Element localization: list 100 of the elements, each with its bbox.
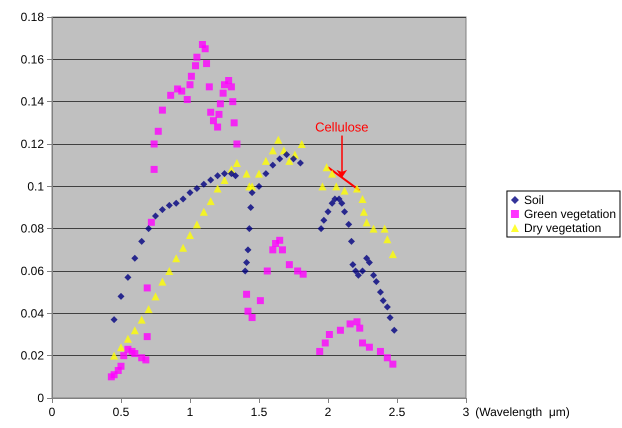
point <box>255 170 263 178</box>
point <box>274 136 282 144</box>
point <box>341 208 348 216</box>
point <box>262 170 270 178</box>
y-tick-label: 0.04 <box>20 306 44 320</box>
point <box>130 326 139 334</box>
point <box>256 182 262 190</box>
point <box>244 246 252 254</box>
point <box>248 189 256 196</box>
point <box>247 204 254 211</box>
point <box>232 172 240 180</box>
point <box>246 225 253 232</box>
point <box>193 184 200 192</box>
point <box>144 305 153 314</box>
point <box>138 238 146 245</box>
point <box>332 182 340 190</box>
x-tick-label: 1 <box>186 405 194 419</box>
point <box>354 272 362 279</box>
point <box>380 224 389 233</box>
x-tick-label: 1.5 <box>250 405 268 419</box>
point <box>296 160 304 167</box>
point <box>376 288 384 296</box>
y-tick-label: 0.12 <box>20 137 44 151</box>
point <box>207 176 214 184</box>
point <box>290 155 297 162</box>
y-tick-label: 0.02 <box>20 348 44 363</box>
point <box>349 261 356 268</box>
point <box>118 292 124 300</box>
point <box>200 180 208 188</box>
point <box>186 231 194 240</box>
annotation: Cellulose <box>315 120 369 135</box>
point <box>338 200 346 207</box>
point <box>324 208 332 216</box>
point <box>158 278 166 286</box>
point <box>336 196 343 203</box>
point <box>242 170 251 178</box>
point <box>145 225 152 232</box>
point <box>370 272 378 279</box>
point <box>214 184 222 192</box>
y-tick-label: 0 <box>37 391 44 405</box>
point <box>298 140 306 148</box>
point <box>221 170 228 178</box>
point <box>276 155 284 162</box>
point <box>370 224 378 233</box>
point <box>172 200 180 207</box>
point <box>285 156 294 165</box>
point <box>358 195 366 204</box>
point <box>322 163 331 172</box>
point <box>117 343 125 352</box>
point <box>345 220 352 228</box>
point <box>214 172 222 180</box>
point <box>363 254 370 262</box>
point <box>152 292 160 300</box>
point <box>372 278 380 286</box>
point <box>243 259 250 266</box>
x-tick-label: 3 <box>462 405 470 419</box>
point <box>380 297 387 304</box>
legend-label: Soil <box>524 193 544 207</box>
point <box>340 186 349 195</box>
point <box>228 170 235 178</box>
y-tick-label: 0.08 <box>20 222 44 236</box>
point <box>384 303 391 310</box>
point <box>110 352 118 360</box>
y-tick-label: 0.06 <box>20 264 44 278</box>
x-axis-title: (Wavelength μm) <box>475 405 570 419</box>
point <box>124 334 132 343</box>
point <box>318 182 326 190</box>
point <box>138 316 146 324</box>
point <box>186 189 194 196</box>
point <box>192 220 201 228</box>
point <box>232 159 241 168</box>
point <box>165 267 174 275</box>
point <box>180 196 187 203</box>
point <box>179 244 188 252</box>
point <box>388 250 397 258</box>
x-tick-label: 2.5 <box>388 405 406 419</box>
point <box>386 314 394 322</box>
point <box>360 208 368 216</box>
legend-label: Dry vegetation <box>524 221 602 235</box>
point <box>383 235 392 244</box>
x-tick-label: 2 <box>324 405 332 419</box>
point <box>320 216 328 224</box>
point <box>220 176 228 184</box>
y-tick-label: 0.18 <box>20 10 44 24</box>
point <box>166 202 173 209</box>
point <box>262 156 270 165</box>
x-tick-label: 0.5 <box>112 405 130 419</box>
point <box>206 197 215 206</box>
point <box>110 316 118 324</box>
y-tick-label: 0.14 <box>20 94 44 109</box>
point <box>242 268 249 274</box>
point <box>352 268 360 274</box>
point <box>318 225 325 232</box>
point <box>366 259 373 266</box>
point <box>328 200 336 207</box>
point <box>248 182 256 190</box>
x-tick-label: 0 <box>48 405 56 419</box>
point <box>269 162 276 169</box>
point <box>359 268 366 274</box>
point <box>124 274 132 281</box>
